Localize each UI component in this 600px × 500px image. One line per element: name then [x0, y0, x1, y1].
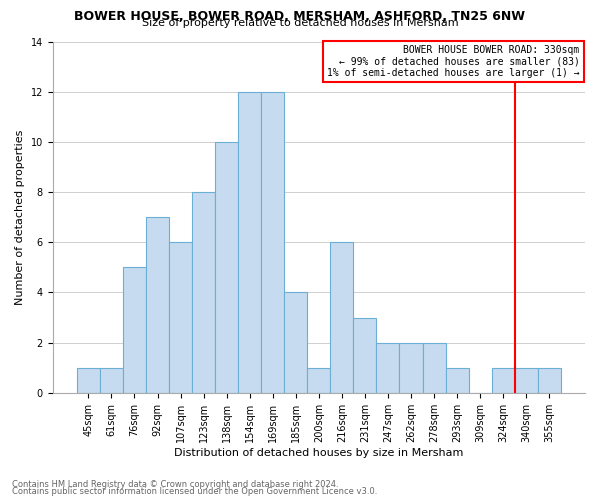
Bar	[422, 342, 446, 393]
Bar	[400, 342, 422, 393]
Text: Size of property relative to detached houses in Mersham: Size of property relative to detached ho…	[142, 18, 458, 28]
Bar	[123, 268, 146, 393]
Bar	[100, 368, 123, 393]
Text: Contains public sector information licensed under the Open Government Licence v3: Contains public sector information licen…	[12, 487, 377, 496]
Bar	[169, 242, 192, 393]
Bar	[77, 368, 100, 393]
Text: Contains HM Land Registry data © Crown copyright and database right 2024.: Contains HM Land Registry data © Crown c…	[12, 480, 338, 489]
Bar	[146, 217, 169, 393]
Bar	[515, 368, 538, 393]
Bar	[307, 368, 331, 393]
Bar	[353, 318, 376, 393]
Bar	[538, 368, 561, 393]
Text: BOWER HOUSE, BOWER ROAD, MERSHAM, ASHFORD, TN25 6NW: BOWER HOUSE, BOWER ROAD, MERSHAM, ASHFOR…	[74, 10, 526, 23]
Bar	[331, 242, 353, 393]
Bar	[376, 342, 400, 393]
X-axis label: Distribution of detached houses by size in Mersham: Distribution of detached houses by size …	[174, 448, 464, 458]
Bar	[284, 292, 307, 393]
Bar	[261, 92, 284, 393]
Bar	[238, 92, 261, 393]
Text: BOWER HOUSE BOWER ROAD: 330sqm
← 99% of detached houses are smaller (83)
1% of s: BOWER HOUSE BOWER ROAD: 330sqm ← 99% of …	[327, 45, 580, 78]
Bar	[192, 192, 215, 393]
Bar	[491, 368, 515, 393]
Bar	[446, 368, 469, 393]
Bar	[215, 142, 238, 393]
Y-axis label: Number of detached properties: Number of detached properties	[15, 130, 25, 305]
